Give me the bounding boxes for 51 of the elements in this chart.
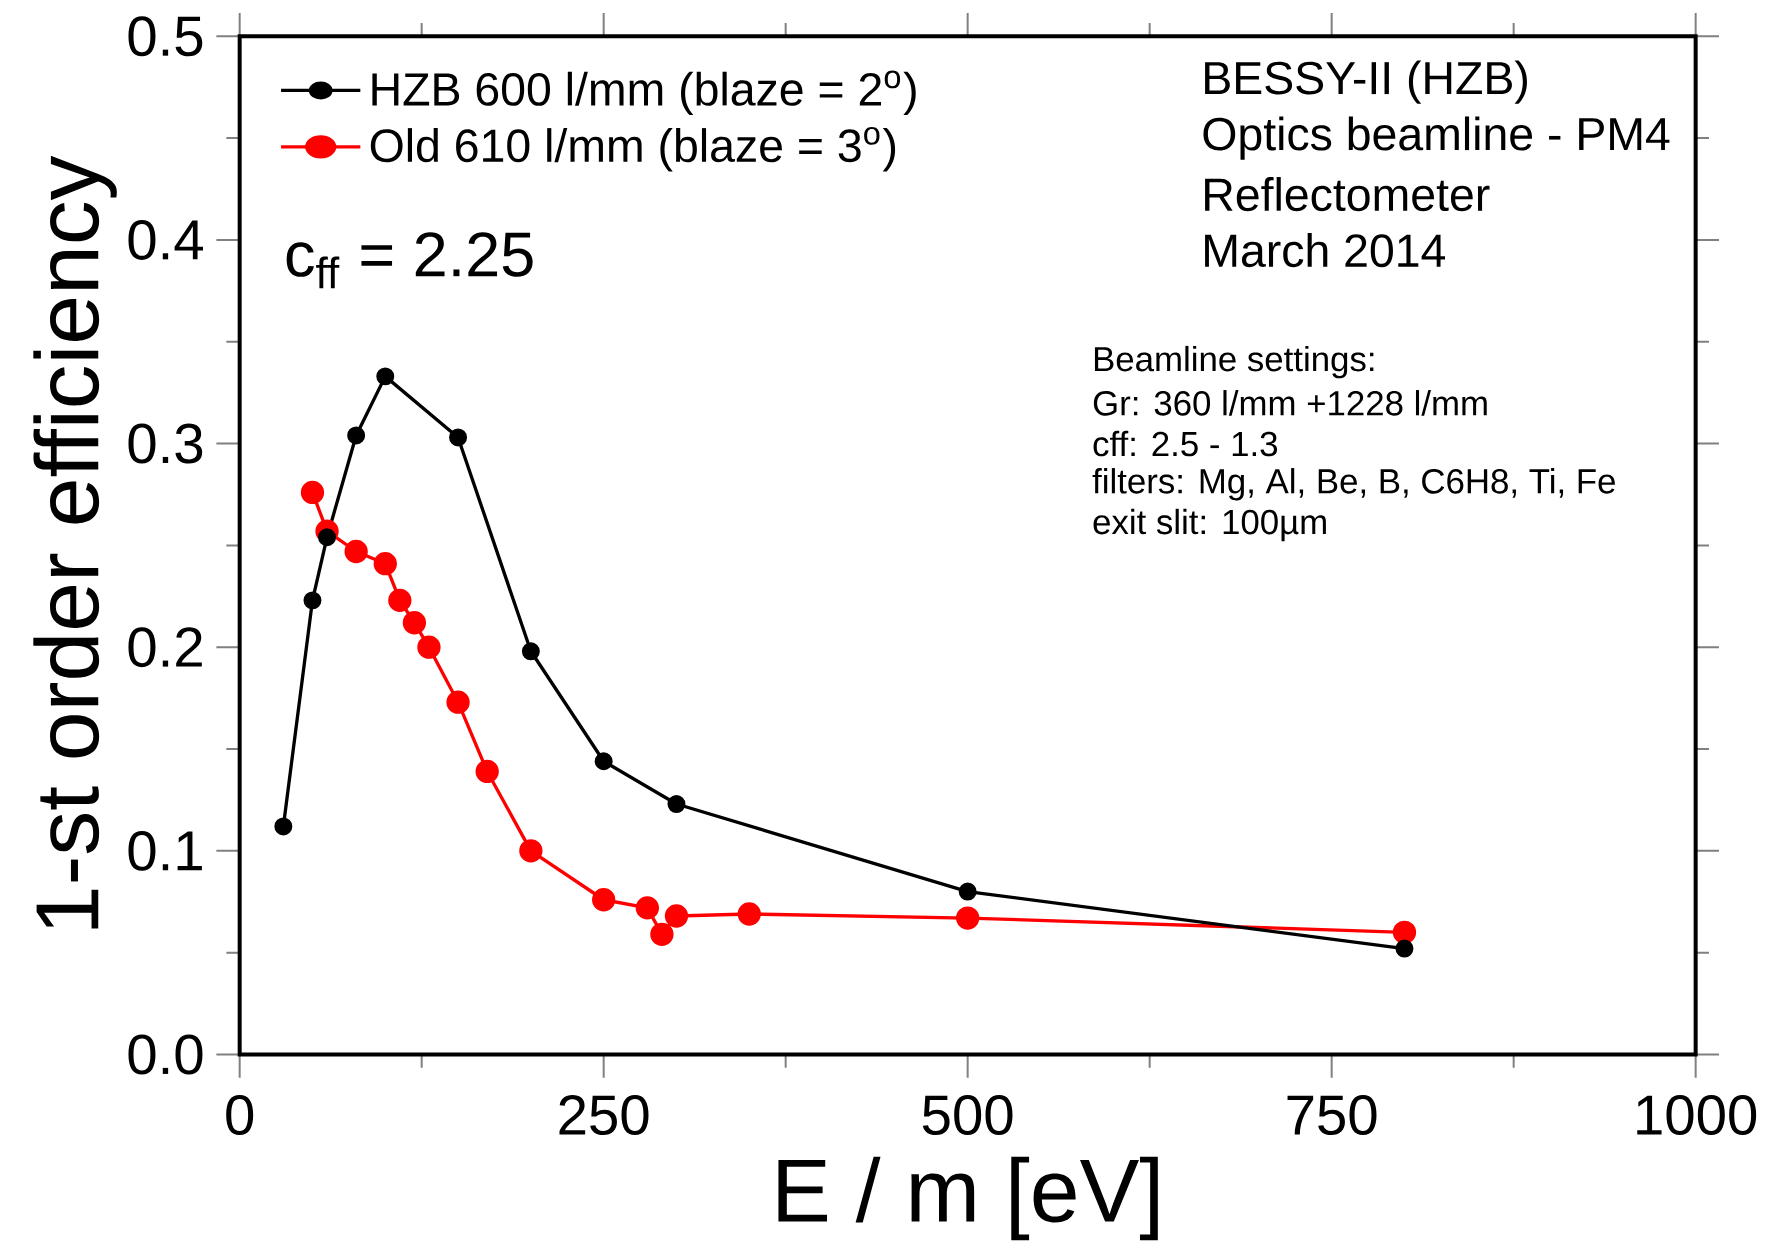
point [958,882,977,901]
annotation: Gr: 360 l/mm +1228 l/mm [1093,389,1487,416]
x-tick-label: 750 [1287,1094,1377,1135]
y-tick-label: 0.4 [128,219,203,260]
annotation: March 2014 [1205,232,1446,268]
point [592,887,616,912]
y-tick-label: 0.5 [128,16,203,57]
point [635,896,659,920]
annotation: filters: Mg, Al, Be, B, C6H8, Ti, Fe [1092,467,1615,501]
legend-label: HZB 600 l/mm (blaze = 2$^{o}$) [372,70,916,115]
point [274,817,293,836]
point [347,426,366,445]
x-tick-label: 0 [226,1094,254,1135]
point [303,591,322,610]
point [1395,939,1414,958]
annotation: Beamline settings: [1094,345,1374,379]
legend-label: Old 610 l/mm (blaze = 3$^{o}$) [370,126,896,172]
x-tick-label: 500 [922,1094,1013,1135]
point [344,539,368,564]
point [388,588,412,612]
point [956,906,980,930]
x-tick-label: 250 [559,1094,649,1135]
annotation: c$_{ff}$ = 2.25 [286,232,533,289]
point [373,551,397,576]
point [664,904,689,928]
point [402,610,427,635]
y-tick-label: 0.0 [128,1034,203,1075]
point [300,480,325,504]
point [519,839,543,863]
x-tick-label: 1000 [1637,1094,1757,1135]
point [376,367,395,386]
y-tick-label: 0.2 [128,627,202,668]
x-axis-title: E / m [eV] [778,1156,1158,1241]
point [521,642,540,661]
point [475,759,499,783]
annotation: cff: 2.5 - 1.3 [1093,430,1278,457]
annotation: Optics beamline - PM4 [1203,116,1670,160]
annotation: exit slit: 100µm [1093,508,1326,542]
point [650,922,674,946]
point [1392,920,1417,944]
point [667,794,686,813]
point [446,690,470,714]
y-axis-title: 1-st order efficiency [33,155,117,929]
annotation: Reflectometer [1205,176,1490,212]
point [449,428,468,447]
y-tick-label: 0.3 [128,423,203,464]
annotation: BESSY-II (HZB) [1205,60,1527,104]
point [417,635,441,659]
point [594,752,613,771]
point [737,902,761,926]
y-tick-label: 0.1 [128,830,202,871]
